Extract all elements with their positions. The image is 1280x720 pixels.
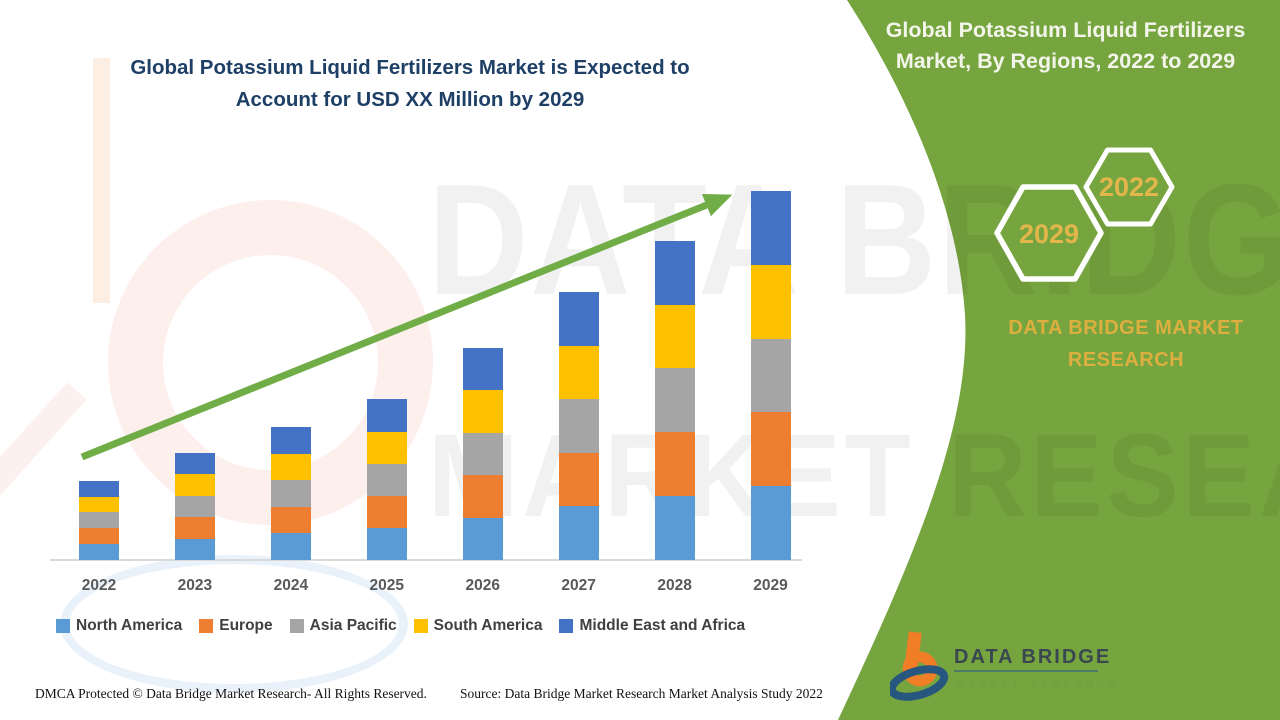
panel-brand-line1: DATA BRIDGE MARKET <box>1008 317 1244 339</box>
x-axis-label-2027: 2027 <box>561 577 596 594</box>
panel-title-line2: Market, By Regions, 2022 to 2029 <box>895 49 1236 73</box>
legend-label: Europe <box>219 617 273 634</box>
x-axis-label-2029: 2029 <box>753 577 788 594</box>
bar-segment-2029-europe <box>750 412 791 487</box>
bar-segment-2026-north-america <box>462 517 503 560</box>
hexagon-2029-label: 2029 <box>1019 219 1079 249</box>
hexagon-2022-label: 2022 <box>1099 172 1159 202</box>
x-axis-label-2024: 2024 <box>273 577 309 594</box>
company-logo: DATA BRIDGE MARKET RESEARCH <box>887 630 1120 708</box>
legend-item-south-america: South America <box>413 617 543 635</box>
panel-title-line1: Global Potassium Liquid Fertilizers <box>885 18 1246 42</box>
legend-label: South America <box>433 617 543 634</box>
legend-swatch-icon <box>199 619 214 633</box>
x-axis-label-2028: 2028 <box>657 577 692 594</box>
legend-label: Middle East and Africa <box>579 617 746 634</box>
legend-item-middle-east-and-africa: Middle East and Africa <box>559 617 745 635</box>
bar-segment-2029-north-america <box>750 486 791 560</box>
x-axis-label-2026: 2026 <box>465 577 500 594</box>
legend-item-north-america: North America <box>56 617 182 635</box>
hexagon-2022 <box>1083 147 1175 227</box>
bar-segment-2029-south-america <box>750 264 791 339</box>
bar-segment-2024-europe <box>270 506 311 534</box>
chart-title: Global Potassium Liquid Fertilizers Mark… <box>60 52 760 116</box>
legend-item-europe: Europe <box>199 617 273 635</box>
panel-title: Global Potassium Liquid Fertilizers Mark… <box>858 15 1273 77</box>
bar-segment-2023-south-america <box>174 474 215 496</box>
panel-brand-line2: RESEARCH <box>1067 349 1185 371</box>
chart-title-line1: Global Potassium Liquid Fertilizers Mark… <box>130 56 690 79</box>
x-axis-label-2022: 2022 <box>81 577 117 594</box>
bar-segment-2025-north-america <box>366 527 407 560</box>
legend-swatch-icon <box>559 619 574 633</box>
bar-segment-2026-europe <box>462 475 503 518</box>
bar-segment-2024-north-america <box>270 533 311 560</box>
logo-subtitle-text: MARKET RESEARCH <box>956 680 1120 690</box>
bar-segment-2022-europe <box>79 528 119 545</box>
bar-segment-2027-europe <box>558 452 599 507</box>
legend-label: Asia Pacific <box>309 617 397 634</box>
logo-b-icon <box>887 631 949 701</box>
bar-segment-2022-north-america <box>79 544 119 560</box>
bar-segment-2025-asia-pacific <box>366 463 407 496</box>
x-axis-label-2025: 2025 <box>369 577 405 594</box>
bar-segment-2027-north-america <box>558 506 599 560</box>
bar-segment-2028-north-america <box>654 496 695 560</box>
bar-segment-2029-middle-east-and-africa <box>750 191 791 265</box>
logo-name-text: DATA BRIDGE <box>954 646 1111 668</box>
bar-segment-2022-south-america <box>79 496 119 513</box>
legend-item-asia-pacific: Asia Pacific <box>289 617 397 635</box>
legend-swatch-icon <box>289 619 304 633</box>
bar-segment-2023-europe <box>174 517 215 539</box>
hexagon-2029 <box>994 184 1104 282</box>
x-axis-line <box>50 559 802 561</box>
footer-source: Source: Data Bridge Market Research Mark… <box>460 686 823 701</box>
bar-segment-2023-north-america <box>174 538 215 560</box>
bar-segment-2029-asia-pacific <box>750 338 791 413</box>
panel-brand-text: DATA BRIDGE MARKET RESEARCH <box>990 312 1262 376</box>
footer-dmca: DMCA Protected © Data Bridge Market Rese… <box>35 686 427 701</box>
bar-segment-2023-asia-pacific <box>174 495 215 518</box>
bar-segment-2022-asia-pacific <box>79 512 119 529</box>
bar-segment-2024-asia-pacific <box>270 480 311 507</box>
chart-legend: North America Europe Asia Pacific South Ame… <box>56 617 836 635</box>
x-axis-label-2023: 2023 <box>177 577 213 594</box>
bar-segment-2025-europe <box>366 495 407 528</box>
legend-swatch-icon <box>413 619 428 633</box>
legend-swatch-icon <box>56 619 70 633</box>
company-logo-graphic: DATA BRIDGE MARKET RESEARCH <box>887 631 1120 701</box>
bar-segment-2022-middle-east-and-africa <box>79 480 119 497</box>
legend-label: North America <box>76 617 183 634</box>
chart-title-line2: Account for USD XX Million by 2029 <box>235 88 585 111</box>
